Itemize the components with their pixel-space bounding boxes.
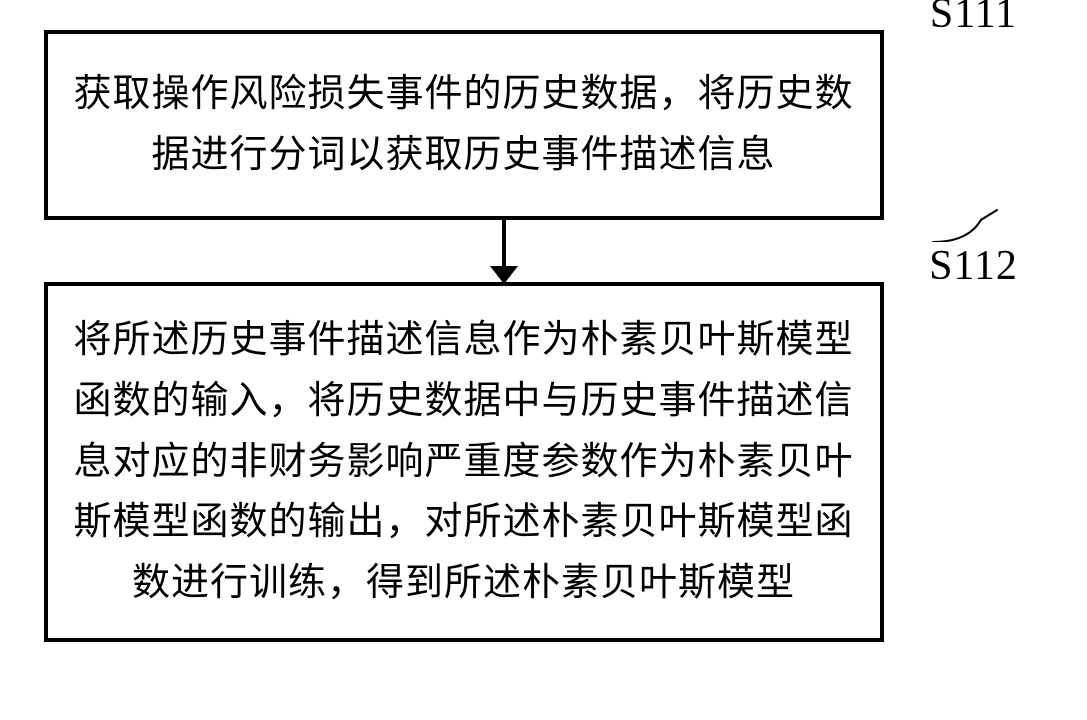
label-wrap-s111: S111 — [904, 0, 1044, 38]
label-s112: S112 — [929, 242, 1018, 290]
label-wrap-s112: S112 — [904, 208, 1044, 290]
connector-s112 — [905, 208, 1025, 242]
node-s111-text: 获取操作风险损失事件的历史数据，将历史数据进行分词以获取历史事件描述信息 — [72, 64, 856, 186]
node-s112: 将所述历史事件描述信息作为朴素贝叶斯模型函数的输入，将历史数据中与历史事件描述信… — [44, 282, 884, 642]
label-s111: S111 — [930, 0, 1017, 38]
node-s112-text: 将所述历史事件描述信息作为朴素贝叶斯模型函数的输入，将历史数据中与历史事件描述信… — [72, 310, 856, 614]
arrow-s111-s112 — [490, 218, 518, 284]
node-s111: 获取操作风险损失事件的历史数据，将历史数据进行分词以获取历史事件描述信息 — [44, 30, 884, 220]
flow-row-2: 将所述历史事件描述信息作为朴素贝叶斯模型函数的输入，将历史数据中与历史事件描述信… — [44, 282, 1044, 642]
flow-row-1: 获取操作风险损失事件的历史数据，将历史数据进行分词以获取历史事件描述信息 S11… — [44, 30, 1044, 220]
